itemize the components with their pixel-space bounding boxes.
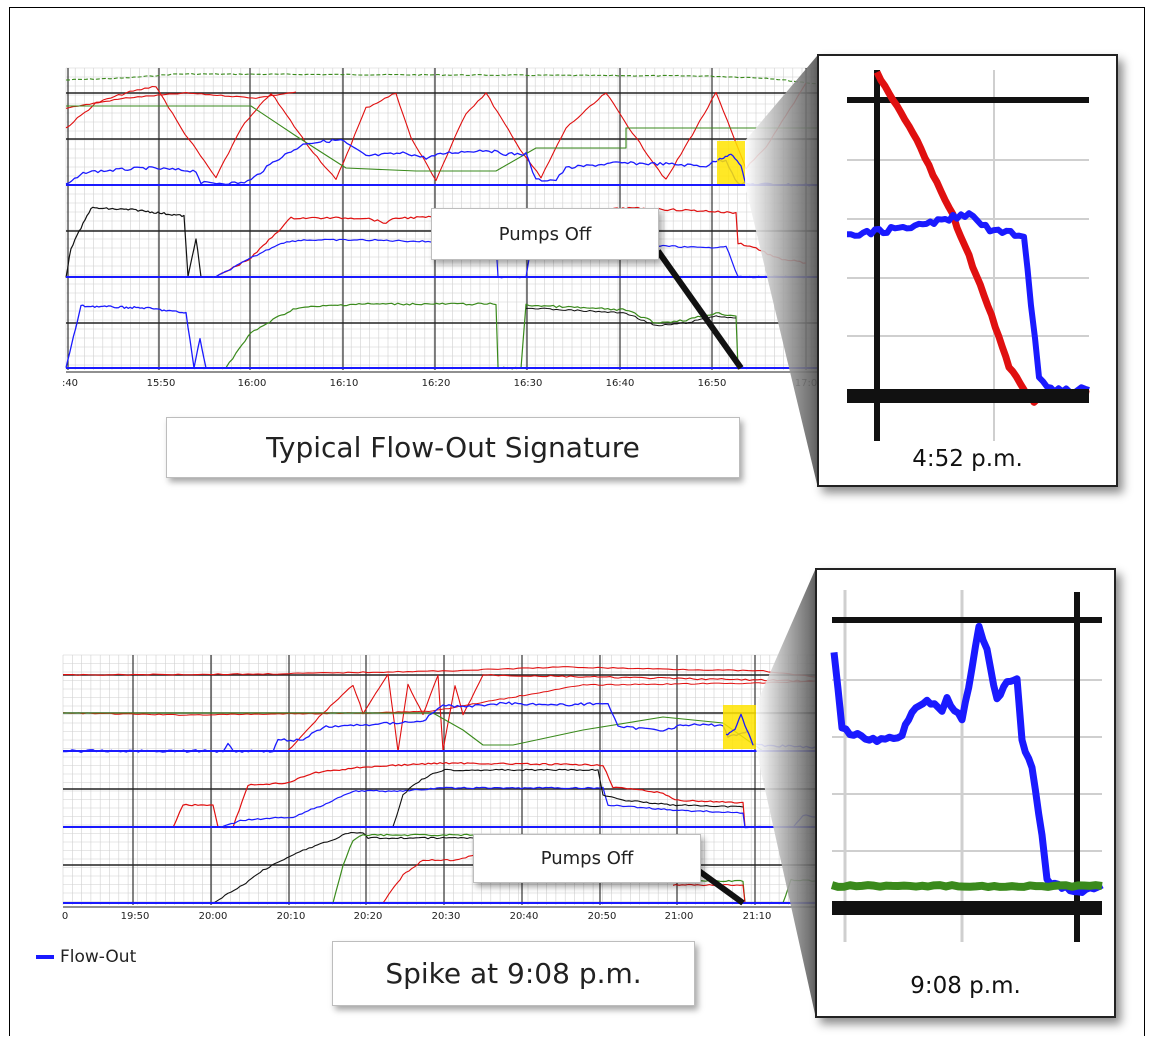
- bottom-zoom-connector: [756, 570, 815, 1014]
- top-pumps-off-label: Pumps Off: [498, 223, 592, 245]
- bottom-highlight-flow-trace: [725, 713, 754, 746]
- top-tick-label: 16:50: [698, 378, 727, 389]
- top-highlight-flow-trace: [717, 153, 747, 185]
- top-green-step-trace: [66, 105, 818, 172]
- bottom-flow-band2-trace: [222, 786, 816, 829]
- bottom-highlight-box: [723, 705, 756, 749]
- bottom-tick-label: 19:50: [121, 911, 150, 922]
- bottom-black-band3-trace: [212, 831, 474, 904]
- top-inset-red-trace: [873, 70, 1090, 406]
- top-pumps-off-pointer: [655, 249, 744, 370]
- bottom-tick-label: 20:40: [510, 911, 539, 922]
- bottom-caption-box: Spike at 9:08 p.m.: [332, 941, 695, 1006]
- bottom-tick-label: 20:00: [199, 911, 228, 922]
- top-zoom-plot: [846, 70, 1090, 441]
- top-tick-label: :40: [62, 378, 78, 389]
- top-highlight-box: [717, 141, 745, 185]
- top-inset-time: 4:52 p.m.: [912, 446, 1023, 472]
- top-caption-box: Typical Flow-Out Signature: [166, 417, 740, 478]
- bottom-tick-label: 20:10: [277, 911, 306, 922]
- top-black-band3-trace: [525, 307, 737, 327]
- bottom-red-sawtooth-trace: [287, 673, 814, 753]
- top-tick-label: 15:50: [147, 378, 176, 389]
- top-red-trace-2: [65, 91, 297, 109]
- bottom-tick-label: 21:00: [665, 911, 694, 922]
- top-pumps-off-callout: Pumps Off: [431, 208, 659, 260]
- top-tick-label: 16:10: [330, 378, 359, 389]
- bottom-pumps-off-callout: Pumps Off: [473, 834, 701, 883]
- bottom-green-trace: [63, 712, 764, 752]
- bottom-red-band2-trace: [172, 761, 746, 829]
- bottom-zoom-inset: 9:08 p.m.: [815, 568, 1116, 1018]
- bottom-inset-flow-trace: [830, 622, 1104, 896]
- top-zoom-inset: 4:52 p.m.: [817, 54, 1118, 487]
- bottom-red-ramp-trace: [62, 680, 816, 716]
- bottom-caption: Spike at 9:08 p.m.: [385, 957, 642, 990]
- bottom-tick-label: 21:10: [743, 911, 772, 922]
- top-inset-flow-trace: [846, 210, 1090, 396]
- bottom-black-band2-trace: [392, 768, 744, 827]
- bottom-pumps-off-pointer: [697, 868, 745, 906]
- bottom-red-band3-trace: [382, 854, 476, 904]
- flow-out-legend-label: Flow-Out: [60, 947, 137, 967]
- top-tick-label: 16:30: [514, 378, 543, 389]
- bottom-zoom-plot: [830, 590, 1104, 942]
- bottom-inset-green-trace: [830, 881, 1103, 891]
- bottom-red-top-trace: [62, 666, 816, 678]
- figure-frame: [9, 7, 1145, 1036]
- bottom-tick-label: 0: [62, 911, 68, 922]
- top-tick-label: 16:00: [238, 378, 267, 389]
- bottom-pumps-off-label: Pumps Off: [540, 848, 634, 869]
- bottom-green-band3-trace: [332, 833, 474, 904]
- bottom-red-band3-trace-2: [672, 883, 746, 904]
- top-zoom-connector: [745, 56, 817, 484]
- flow-out-legend-swatch: [36, 955, 54, 959]
- top-black-plateau-trace: [65, 206, 202, 278]
- top-tick-label: 16:40: [606, 378, 635, 389]
- bottom-tick-label: 20:30: [432, 911, 461, 922]
- bottom-tick-label: 20:20: [354, 911, 383, 922]
- legend: Flow-Out: [36, 947, 136, 967]
- top-green-band3-trace: [225, 302, 739, 370]
- top-tick-label: 16:20: [422, 378, 451, 389]
- top-red-sawtooth-trace: [65, 82, 807, 182]
- bottom-tick-label: 20:50: [588, 911, 617, 922]
- top-flow-band3-trace: [65, 304, 207, 369]
- top-flow-out-trace: [65, 138, 819, 187]
- top-caption: Typical Flow-Out Signature: [266, 431, 640, 464]
- bottom-inset-time: 9:08 p.m.: [910, 973, 1021, 999]
